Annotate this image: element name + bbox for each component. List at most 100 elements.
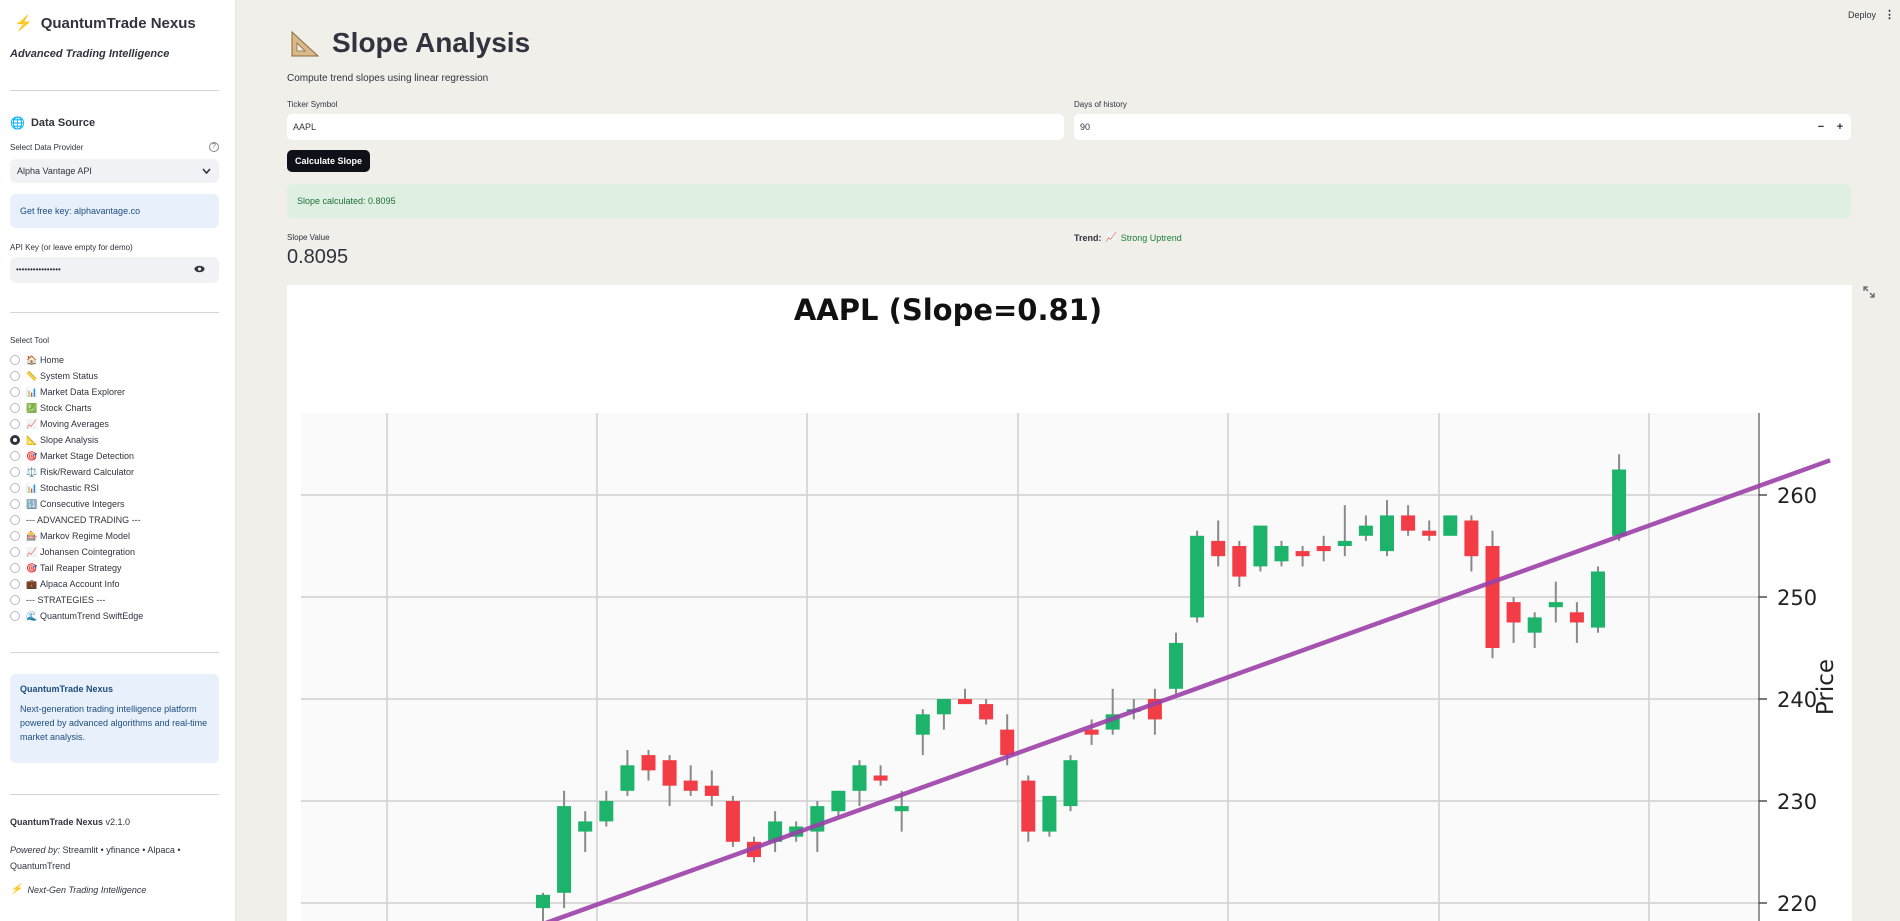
page-caption: Compute trend slopes using linear regres… — [287, 73, 489, 84]
radio-button[interactable] — [10, 515, 20, 525]
tool-option[interactable]: 📈 Johansen Cointegration — [10, 544, 143, 560]
candle-body — [1485, 546, 1500, 648]
radio-button[interactable] — [10, 483, 20, 493]
eye-icon[interactable] — [194, 265, 205, 273]
candle-body — [1042, 795, 1057, 832]
divider — [10, 312, 219, 313]
tool-option-icon: 📊 — [26, 482, 38, 493]
ticker-input[interactable]: AAPL — [287, 114, 1064, 140]
radio-button[interactable] — [10, 435, 20, 445]
decrement-button[interactable]: − — [1817, 121, 1825, 133]
candle-body — [1548, 602, 1563, 608]
chevron-down-icon — [202, 159, 211, 193]
candle-body — [557, 806, 572, 893]
candle-body — [852, 765, 867, 791]
help-icon[interactable]: ? — [209, 142, 219, 152]
radio-button[interactable] — [10, 595, 20, 605]
slope-metric-value: 0.8095 — [287, 246, 349, 268]
chart-increasing-icon: 📈 — [1105, 232, 1117, 242]
tool-option[interactable]: 📐 Slope Analysis — [10, 432, 143, 448]
increment-button[interactable]: + — [1836, 121, 1844, 133]
free-key-info: Get free key: alphavantage.co — [10, 194, 219, 228]
tool-option-label: Alpaca Account Info — [40, 579, 120, 589]
kebab-menu-icon[interactable]: ⋮ — [1884, 9, 1895, 21]
chart-title: AAPL (Slope=0.81) — [794, 293, 1102, 327]
tool-option-icon: ⚖️ — [26, 466, 38, 477]
tool-option-icon: 📐 — [26, 434, 38, 445]
candle-body — [1169, 642, 1183, 689]
tool-option-label: Market Data Explorer — [40, 387, 126, 397]
tool-option-label: Home — [40, 355, 65, 365]
tool-option[interactable]: ⚖️ Risk/Reward Calculator — [10, 464, 143, 480]
provider-select[interactable]: Alpha Vantage API — [10, 159, 219, 183]
tool-option-label: Tail Reaper Strategy — [40, 563, 122, 573]
candle-body — [936, 699, 951, 715]
page-title: Slope Analysis — [290, 27, 530, 59]
api-key-label: API Key (or leave empty for demo) — [10, 243, 133, 252]
tool-option[interactable]: 💼 Alpaca Account Info — [10, 576, 143, 592]
plot-area — [301, 413, 1759, 921]
y-tick-label: 230 — [1777, 790, 1817, 814]
candle-body — [1612, 469, 1627, 536]
days-input[interactable]: 90 − + — [1074, 114, 1851, 140]
tool-option[interactable]: 🎯 Market Stage Detection — [10, 448, 143, 464]
candle-body — [683, 780, 698, 791]
candle-body — [1190, 535, 1205, 618]
radio-button[interactable] — [10, 611, 20, 621]
tool-option[interactable]: 🎯 Tail Reaper Strategy — [10, 560, 143, 576]
deploy-button[interactable]: Deploy — [1848, 10, 1877, 20]
tool-option[interactable]: 🏠 Home — [10, 352, 143, 368]
triangular-ruler-icon — [291, 30, 320, 57]
regression-line — [544, 458, 1831, 921]
tool-option-icon: 📈 — [26, 418, 38, 429]
candle-body — [725, 801, 740, 842]
candle-body — [1232, 546, 1247, 577]
radio-button[interactable] — [10, 451, 20, 461]
candle-body — [1401, 515, 1416, 531]
tool-option[interactable]: 🌊 QuantumTrend SwiftEdge — [10, 608, 143, 624]
candle-body — [1506, 602, 1521, 623]
fullscreen-expand-icon[interactable] — [1862, 285, 1876, 299]
tool-option-icon: 🌊 — [26, 610, 38, 621]
tool-option-label: Risk/Reward Calculator — [40, 467, 135, 477]
tool-option[interactable]: 🔢 Consecutive Integers — [10, 496, 143, 512]
tool-option-label: Moving Averages — [40, 419, 109, 429]
radio-button[interactable] — [10, 419, 20, 429]
candle-body — [662, 760, 677, 786]
tool-option[interactable]: 🎰 Markov Regime Model — [10, 528, 143, 544]
radio-button[interactable] — [10, 579, 20, 589]
tool-option[interactable]: --- ADVANCED TRADING --- — [10, 512, 143, 528]
trend-indicator: Trend: 📈 Strong Uptrend — [1074, 232, 1182, 243]
tool-option-label: QuantumTrend SwiftEdge — [40, 611, 144, 621]
candle-body — [1337, 540, 1352, 546]
y-tick-label: 260 — [1777, 484, 1817, 508]
tool-option[interactable]: 📊 Market Data Explorer — [10, 384, 143, 400]
tool-option[interactable]: --- STRATEGIES --- — [10, 592, 143, 608]
tool-option[interactable]: 📏 System Status — [10, 368, 143, 384]
radio-button[interactable] — [10, 563, 20, 573]
radio-button[interactable] — [10, 467, 20, 477]
candle-body — [1000, 729, 1015, 756]
calculate-slope-button[interactable]: Calculate Slope — [287, 150, 370, 172]
api-key-input[interactable]: •••••••••••••••• — [10, 257, 219, 283]
candle-body — [641, 755, 656, 771]
radio-button[interactable] — [10, 499, 20, 509]
brand-title: QuantumTrade Nexus — [40, 14, 196, 32]
lightning-icon: ⚡ — [14, 15, 33, 32]
radio-button[interactable] — [10, 547, 20, 557]
radio-button[interactable] — [10, 403, 20, 413]
radio-button[interactable] — [10, 387, 20, 397]
radio-button[interactable] — [10, 531, 20, 541]
radio-button[interactable] — [10, 355, 20, 365]
about-title: QuantumTrade Nexus — [20, 684, 114, 694]
candle-body — [1358, 525, 1373, 536]
radio-button[interactable] — [10, 371, 20, 381]
provider-label: Select Data Provider — [10, 143, 84, 152]
tool-option[interactable]: 📈 Moving Averages — [10, 416, 143, 432]
tool-option-icon: 🎯 — [26, 450, 38, 461]
tool-option-icon: 🎯 — [26, 562, 38, 573]
tool-option[interactable]: 📊 Stochastic RSI — [10, 480, 143, 496]
tool-option[interactable]: 💹 Stock Charts — [10, 400, 143, 416]
tool-option-label: Johansen Cointegration — [40, 547, 136, 557]
about-box: QuantumTrade Nexus Next-generation tradi… — [10, 674, 219, 763]
